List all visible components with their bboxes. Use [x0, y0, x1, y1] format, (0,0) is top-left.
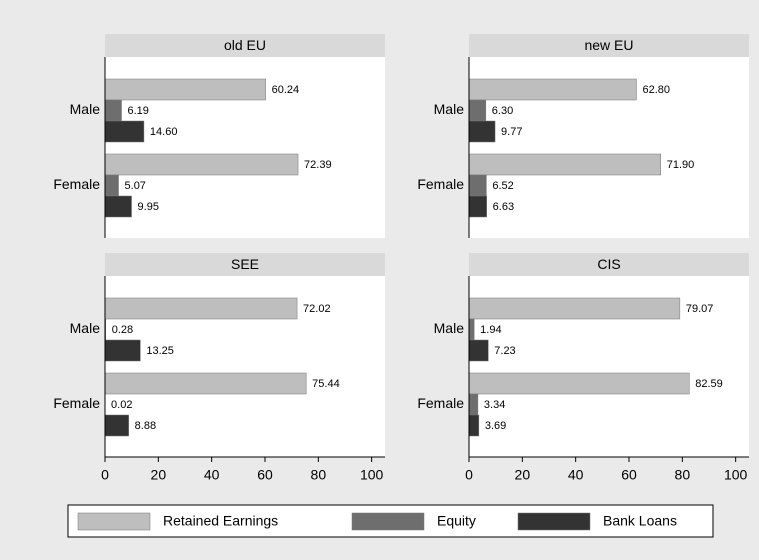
panel-header	[469, 253, 749, 276]
category-label: Male	[434, 320, 465, 336]
value-label: 6.63	[493, 201, 514, 213]
x-tick-label: 60	[257, 467, 273, 483]
bar	[104, 195, 132, 218]
value-label: 72.39	[304, 159, 332, 171]
panel-header	[105, 253, 385, 276]
bar	[104, 372, 307, 395]
category-label: Male	[70, 320, 101, 336]
value-label: 3.34	[484, 399, 505, 411]
panel-title: old EU	[224, 37, 266, 53]
legend-label: Equity	[437, 513, 476, 529]
value-label: 7.23	[494, 345, 515, 357]
value-label: 6.19	[128, 105, 149, 117]
legend-swatch	[351, 512, 425, 531]
bar	[104, 174, 119, 197]
panel-title: new EU	[584, 37, 633, 53]
bar	[468, 120, 496, 143]
category-label: Female	[53, 395, 100, 411]
value-label: 60.24	[272, 84, 300, 96]
bar	[104, 339, 141, 362]
x-tick-label: 40	[204, 467, 220, 483]
panel-title: SEE	[231, 256, 259, 272]
value-label: 3.69	[485, 420, 506, 432]
value-label: 79.07	[686, 303, 714, 315]
bar	[104, 297, 298, 320]
x-tick-label: 0	[101, 467, 109, 483]
bar	[468, 297, 681, 320]
panel-header	[105, 34, 385, 57]
value-label: 5.07	[125, 180, 146, 192]
category-label: Male	[70, 101, 101, 117]
category-label: Female	[417, 176, 464, 192]
value-label: 71.90	[667, 159, 695, 171]
x-tick-label: 60	[621, 467, 637, 483]
legend-label: Bank Loans	[603, 513, 677, 529]
bar	[468, 318, 475, 341]
category-label: Male	[434, 101, 465, 117]
bar	[104, 120, 145, 143]
value-label: 8.88	[135, 420, 156, 432]
value-label: 0.28	[112, 324, 133, 336]
value-label: 72.02	[303, 303, 331, 315]
value-label: 6.52	[492, 180, 513, 192]
value-label: 14.60	[150, 126, 178, 138]
x-tick-label: 20	[515, 467, 531, 483]
bar	[468, 195, 487, 218]
bar	[468, 174, 487, 197]
value-label: 0.02	[111, 399, 132, 411]
value-label: 6.30	[492, 105, 513, 117]
value-label: 62.80	[642, 84, 670, 96]
category-label: Female	[53, 176, 100, 192]
x-tick-label: 40	[568, 467, 584, 483]
bar	[468, 372, 690, 395]
x-tick-label: 100	[360, 467, 384, 483]
category-label: Female	[417, 395, 464, 411]
value-label: 13.25	[146, 345, 174, 357]
value-label: 1.94	[480, 324, 501, 336]
x-tick-label: 0	[465, 467, 473, 483]
x-tick-label: 80	[675, 467, 691, 483]
bar	[104, 153, 299, 176]
bar	[104, 414, 129, 437]
x-tick-label: 20	[151, 467, 167, 483]
bar	[468, 78, 637, 101]
value-label: 75.44	[312, 378, 340, 390]
value-label: 82.59	[695, 378, 723, 390]
bar	[104, 78, 266, 101]
bar	[468, 414, 480, 437]
legend-swatch	[77, 512, 151, 531]
bar	[468, 393, 479, 416]
legend-swatch	[517, 512, 591, 531]
panel-title: CIS	[597, 256, 620, 272]
bar	[104, 99, 122, 122]
legend-label: Retained Earnings	[163, 513, 278, 529]
bar	[468, 153, 661, 176]
x-tick-label: 100	[724, 467, 748, 483]
panel-header	[469, 34, 749, 57]
value-label: 9.95	[138, 201, 159, 213]
bar	[468, 99, 487, 122]
x-tick-label: 80	[311, 467, 327, 483]
value-label: 9.77	[501, 126, 522, 138]
bar	[468, 339, 489, 362]
